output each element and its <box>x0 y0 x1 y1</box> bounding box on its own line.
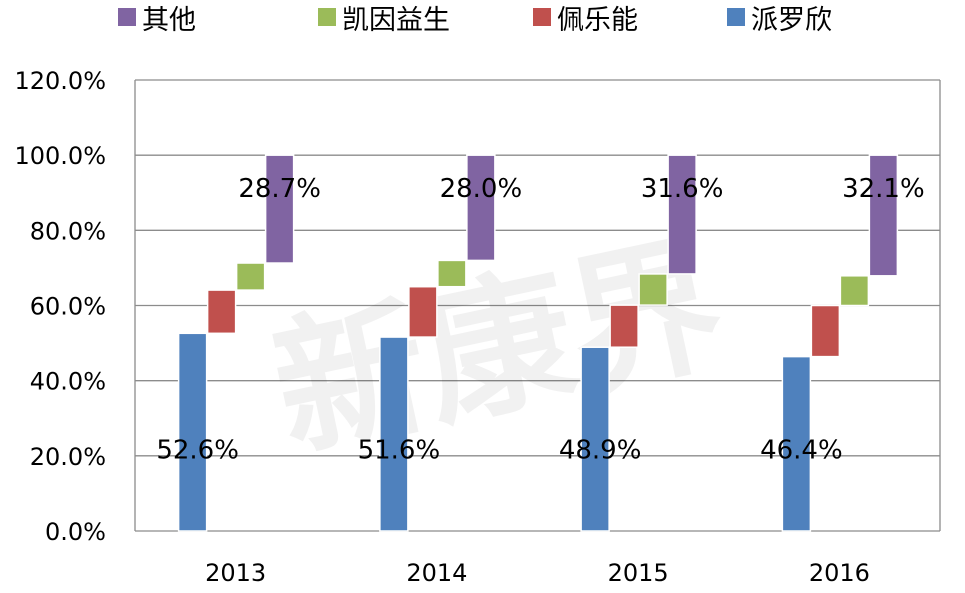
bar-2013-1 <box>206 289 237 335</box>
y-tick-label: 100.0% <box>14 142 106 170</box>
watermark-text: 新康界 <box>260 217 736 481</box>
x-tick-label: 2014 <box>406 559 467 587</box>
legend-swatch <box>318 8 336 26</box>
bar-2016-0 <box>781 355 812 532</box>
bar-2014-3 <box>466 154 496 262</box>
data-label: 48.9% <box>559 435 642 465</box>
y-tick-label: 80.0% <box>30 217 106 245</box>
bar-2016-2 <box>839 275 870 307</box>
y-tick-label: 20.0% <box>30 443 106 471</box>
data-label: 32.1% <box>842 174 925 204</box>
y-tick-label: 120.0% <box>14 67 106 95</box>
bar-2015-0 <box>580 346 610 532</box>
bar-2016-3 <box>868 154 899 277</box>
bar-2015-3 <box>667 154 697 275</box>
bar-2014-0 <box>379 336 409 532</box>
y-tick-label: 0.0% <box>45 518 106 546</box>
data-label: 51.6% <box>358 435 441 465</box>
bar-2015-2 <box>638 273 668 306</box>
bar-2014-2 <box>437 259 467 288</box>
y-axis: 0.0% 20.0% 40.0% 60.0% 80.0% 100.0% 120.0% <box>14 67 941 546</box>
y-tick-label: 60.0% <box>30 293 106 321</box>
bar-2013-0 <box>177 332 208 532</box>
data-label: 46.4% <box>760 435 843 465</box>
bar-2013-2 <box>235 262 266 291</box>
legend-swatch <box>727 8 745 26</box>
bar-2013-3 <box>264 154 295 264</box>
legend-label: 佩乐能 <box>557 5 638 36</box>
legend: 其他 凯因益生 佩乐能 派罗欣 <box>118 5 832 36</box>
legend-swatch <box>533 8 551 26</box>
x-tick-label: 2015 <box>608 559 669 587</box>
legend-label: 凯因益生 <box>342 5 450 36</box>
y-tick-label: 40.0% <box>30 368 106 396</box>
data-label: 28.7% <box>238 174 321 204</box>
legend-swatch <box>118 8 136 26</box>
data-label: 52.6% <box>156 435 239 465</box>
bar-series <box>177 154 899 532</box>
x-tick-label: 2016 <box>809 559 870 587</box>
bar-2014-1 <box>408 285 438 338</box>
data-label: 31.6% <box>641 174 724 204</box>
bar-2016-1 <box>810 304 841 358</box>
x-tick-label: 2013 <box>205 559 266 587</box>
data-label: 28.0% <box>440 174 523 204</box>
bar-2015-1 <box>609 304 639 348</box>
legend-label: 派罗欣 <box>751 5 832 36</box>
legend-label: 其他 <box>142 5 196 36</box>
data-labels: 52.6% 28.7% 51.6% 28.0% 48.9% 31.6% 46.4% 32.1% <box>156 174 924 465</box>
x-axis: 2013 2014 2015 2016 <box>205 559 870 587</box>
